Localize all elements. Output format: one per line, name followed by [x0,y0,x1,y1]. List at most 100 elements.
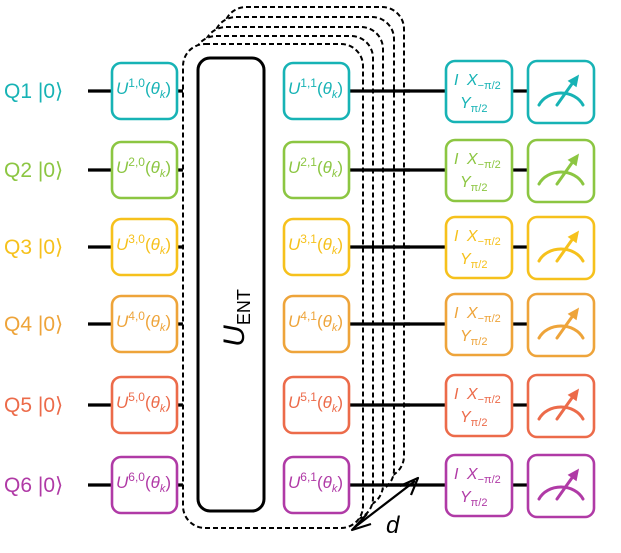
entangler-subscript: ENT [234,289,254,325]
qubit-label-q6: Q6 |0⟩ [4,474,63,497]
basis-gate-q2: I X−π/2 Yπ/2 [444,138,514,203]
qubit-name: Q6 [4,474,32,497]
qubit-state: |0⟩ [38,236,63,259]
meter-icon-arrowhead [567,230,580,244]
rotation-gate-q4-layer1-box [282,294,351,354]
entangler-letter: U [218,325,251,347]
depth-arrow-head-start [350,513,372,532]
rotation-gate-q1-layer1: U1,1(θk) [282,61,351,121]
qubit-state: |0⟩ [38,394,63,417]
basis-gate-q6-line1: I X−π/2 [454,466,501,486]
meter-icon-arrowhead [567,153,580,167]
basis-gate-q1: I X−π/2 Yπ/2 [444,59,514,124]
rotation-gate-q1-layer0: U1,0(θk) [110,61,179,121]
basis-gate-q4: I X−π/2 Yπ/2 [444,292,514,357]
rotation-gate-q6-layer0-label: U6,0(θk) [116,470,171,495]
basis-gate-q3-line2: Yπ/2 [460,251,487,271]
basis-gate-q4-line2: Yπ/2 [460,328,487,348]
rotation-gate-q2-layer1-label: U2,1(θk) [288,155,343,180]
basis-gate-q6-line2: Yπ/2 [460,489,487,509]
entangler-label: UENT [218,289,254,347]
measurement-q5 [526,373,596,439]
qubit-label-q4: Q4 |0⟩ [4,313,63,336]
rotation-gate-q4-layer1: U4,1(θk) [282,294,351,354]
qubit-name: Q1 [4,80,32,103]
meter-icon-arrowhead [567,74,580,88]
rotation-gate-q4-layer0: U4,0(θk) [110,294,179,354]
qubit-state: |0⟩ [38,474,63,497]
meter-icon-arc [537,324,585,340]
basis-gate-q3-box [444,215,514,280]
qubit-name: Q4 [4,313,32,336]
measurement-q3 [526,215,596,281]
qubit-state: |0⟩ [38,80,63,103]
rotation-gate-q6-layer0: U6,0(θk) [110,455,179,515]
rotation-gate-q2-layer1-box [282,140,351,200]
meter-icon-arrowhead [567,388,580,402]
rotation-gate-q5-layer0-label: U5,0(θk) [116,390,171,415]
basis-gate-q5-line1: I X−π/2 [454,386,501,406]
entangler-box [196,56,266,513]
measurement-q2 [526,138,596,204]
rotation-gate-q3-layer1: U3,1(θk) [282,217,351,277]
meter-icon-needle [555,312,576,340]
rotation-gate-q3-layer1-label: U3,1(θk) [288,232,343,257]
rotation-gate-q5-layer1-label: U5,1(θk) [288,390,343,415]
entangler-gate: UENT [196,56,266,513]
rotation-gate-q6-layer1-label: U6,1(θk) [288,470,343,495]
basis-gate-q4-box [444,292,514,357]
meter-icon-arrowhead [567,468,580,482]
qubit-label-q2: Q2 |0⟩ [4,159,63,182]
rotation-gate-q6-layer0-box [110,455,179,515]
gate-layer: UENT U1,0(θk) U1,1(θk) I X−π/2 Yπ/2 U2,0(θk) U… [110,56,596,519]
qubit-label-q1: Q1 |0⟩ [4,80,63,103]
basis-gate-q1-line1: I X−π/2 [454,72,501,92]
measurement-q1 [526,59,596,125]
meter-icon-arc [537,247,585,263]
meter-icon-arc [537,405,585,421]
meter-icon-arc [537,170,585,186]
depth-label: d [386,512,400,539]
basis-gate-q2-box [444,138,514,203]
measurement-q6 [526,453,596,519]
basis-gate-q6: I X−π/2 Yπ/2 [444,453,514,518]
basis-gate-q4-line1: I X−π/2 [454,305,501,325]
rotation-gate-q1-layer0-label: U1,0(θk) [116,76,171,101]
rotation-gate-q3-layer0-label: U3,0(θk) [116,232,171,257]
qubit-label-layer: Q1 |0⟩Q2 |0⟩Q3 |0⟩Q4 |0⟩Q5 |0⟩Q6 |0⟩ [4,80,63,497]
rotation-gate-q3-layer0-box [110,217,179,277]
basis-gate-q6-box [444,453,514,518]
rotation-gate-q5-layer0-box [110,375,179,435]
depth-arrow-head-end [399,476,420,496]
rotation-gate-q2-layer0-box [110,140,179,200]
rotation-gate-q2-layer1: U2,1(θk) [282,140,351,200]
meter-icon-needle [555,473,576,501]
qubit-state: |0⟩ [38,313,63,336]
meter-icon-needle [555,79,576,107]
rotation-gate-q5-layer0: U5,0(θk) [110,375,179,435]
rotation-gate-q5-layer1: U5,1(θk) [282,375,351,435]
qubit-name: Q3 [4,236,32,259]
rotation-gate-q4-layer1-label: U4,1(θk) [288,309,343,334]
qubit-label-q3: Q3 |0⟩ [4,236,63,259]
meter-icon-needle [555,393,576,421]
basis-gate-q3-line1: I X−π/2 [454,228,501,248]
rotation-gate-q1-layer1-box [282,61,351,121]
meter-icon-needle [555,235,576,263]
rotation-gate-q2-layer0: U2,0(θk) [110,140,179,200]
rotation-gate-q6-layer1-box [282,455,351,515]
basis-gate-q1-box [444,59,514,124]
basis-gate-q1-line2: Yπ/2 [460,95,487,115]
basis-gate-q2-line2: Yπ/2 [460,174,487,194]
measurement-q4 [526,292,596,358]
depth-arrow-line [354,480,416,528]
basis-gate-q5: I X−π/2 Yπ/2 [444,373,514,438]
qubit-state: |0⟩ [38,159,63,182]
rotation-gate-q5-layer1-box [282,375,351,435]
meter-icon-needle [555,158,576,186]
rotation-gate-q4-layer0-label: U4,0(θk) [116,309,171,334]
qubit-name: Q2 [4,159,32,182]
qubit-label-q5: Q5 |0⟩ [4,394,63,417]
rotation-gate-q6-layer1: U6,1(θk) [282,455,351,515]
